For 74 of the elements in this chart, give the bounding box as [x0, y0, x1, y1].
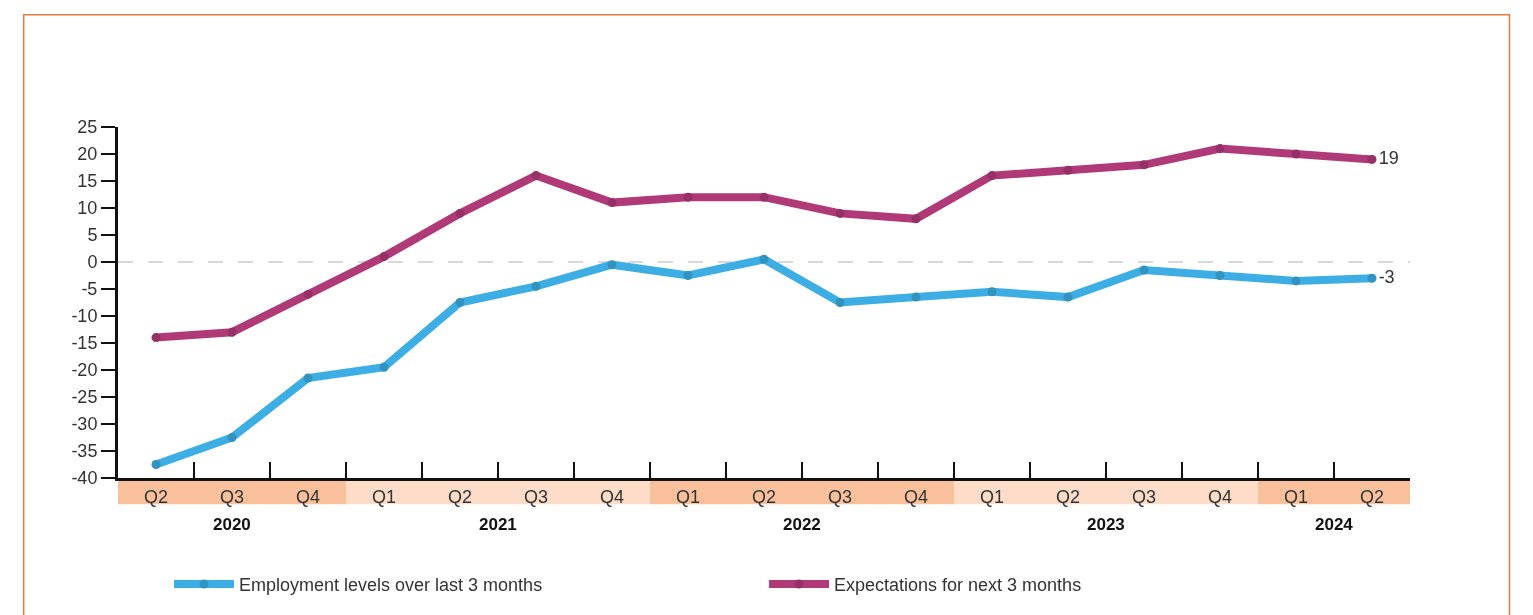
y-tick-label: -20: [71, 360, 98, 381]
y-tick-label: 20: [77, 144, 98, 165]
x-tick-label: Q1: [675, 486, 701, 507]
point: [151, 460, 161, 469]
x-tick-label: Q2: [751, 486, 777, 507]
point: [455, 298, 465, 307]
point: [227, 327, 237, 337]
point: [911, 292, 921, 302]
x-tick-label: Q4: [1207, 486, 1233, 507]
point: [1139, 160, 1149, 170]
x-tick-label: Q4: [295, 486, 321, 507]
y-tick-label: 25: [77, 117, 98, 138]
x-tick-label: Q2: [143, 486, 169, 507]
point: [835, 208, 845, 218]
point: [227, 433, 237, 442]
point: [683, 271, 693, 280]
point: [759, 192, 769, 202]
point: [303, 289, 313, 299]
y-tick-label: -35: [71, 441, 98, 462]
point: [911, 214, 921, 224]
text: 2021: [479, 515, 517, 534]
point: [987, 287, 997, 297]
text: 2024: [1315, 515, 1354, 534]
x-tick-label: Q4: [903, 486, 929, 507]
x-tick-label: Q1: [979, 486, 1005, 507]
x-tick-label: Q3: [1131, 486, 1157, 507]
data-label: 19: [1378, 147, 1399, 168]
data-label: -3: [1378, 266, 1395, 287]
point: [835, 298, 845, 307]
point: [1063, 292, 1073, 302]
y-tick-label: 0: [87, 252, 98, 273]
point: [303, 373, 313, 383]
x-tick-label: Q1: [1283, 486, 1309, 507]
point: [1215, 271, 1225, 280]
point: [379, 362, 389, 372]
point: [987, 171, 997, 181]
point: [1291, 276, 1301, 286]
point: [1367, 154, 1377, 164]
point: [607, 198, 617, 208]
x-tick-label: Q2: [447, 486, 473, 507]
point: [455, 208, 465, 218]
text: 2023: [1087, 515, 1125, 534]
point: [531, 281, 541, 291]
y-tick-label: 5: [87, 225, 98, 246]
y-tick-label: -10: [71, 306, 98, 327]
x-tick-label: Q3: [523, 486, 549, 507]
point: [531, 171, 541, 181]
y-tick-label: -5: [81, 279, 98, 300]
point: [1215, 144, 1225, 154]
x-tick-label: Q1: [371, 486, 397, 507]
y-tick-label: 10: [77, 198, 98, 219]
x-tick-label: Q3: [827, 486, 853, 507]
y-tick-label: -15: [71, 333, 98, 354]
legend-label: Expectations for next 3 months: [834, 574, 1082, 595]
x-tick-label: Q4: [599, 486, 625, 507]
point: [607, 260, 617, 270]
y-tick-label: 15: [77, 171, 98, 192]
text: 2020: [213, 515, 251, 534]
point: [151, 333, 161, 343]
point: [1367, 273, 1377, 283]
x-tick-label: Q3: [219, 486, 245, 507]
y-tick-label: -40: [71, 468, 98, 489]
text: 2022: [783, 515, 821, 534]
point: [1063, 165, 1073, 175]
legend-label: Employment levels over last 3 months: [239, 574, 543, 595]
y-tick-label: -30: [71, 414, 98, 435]
point: [1291, 149, 1301, 159]
point: [1139, 265, 1149, 275]
point: [683, 192, 693, 202]
x-tick-label: Q2: [1359, 486, 1385, 507]
y-tick-label: -25: [71, 387, 98, 408]
x-tick-label: Q2: [1055, 486, 1081, 507]
point: [379, 252, 389, 262]
point: [759, 254, 769, 264]
